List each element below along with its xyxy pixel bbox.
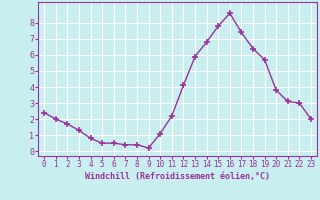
X-axis label: Windchill (Refroidissement éolien,°C): Windchill (Refroidissement éolien,°C)	[85, 172, 270, 181]
